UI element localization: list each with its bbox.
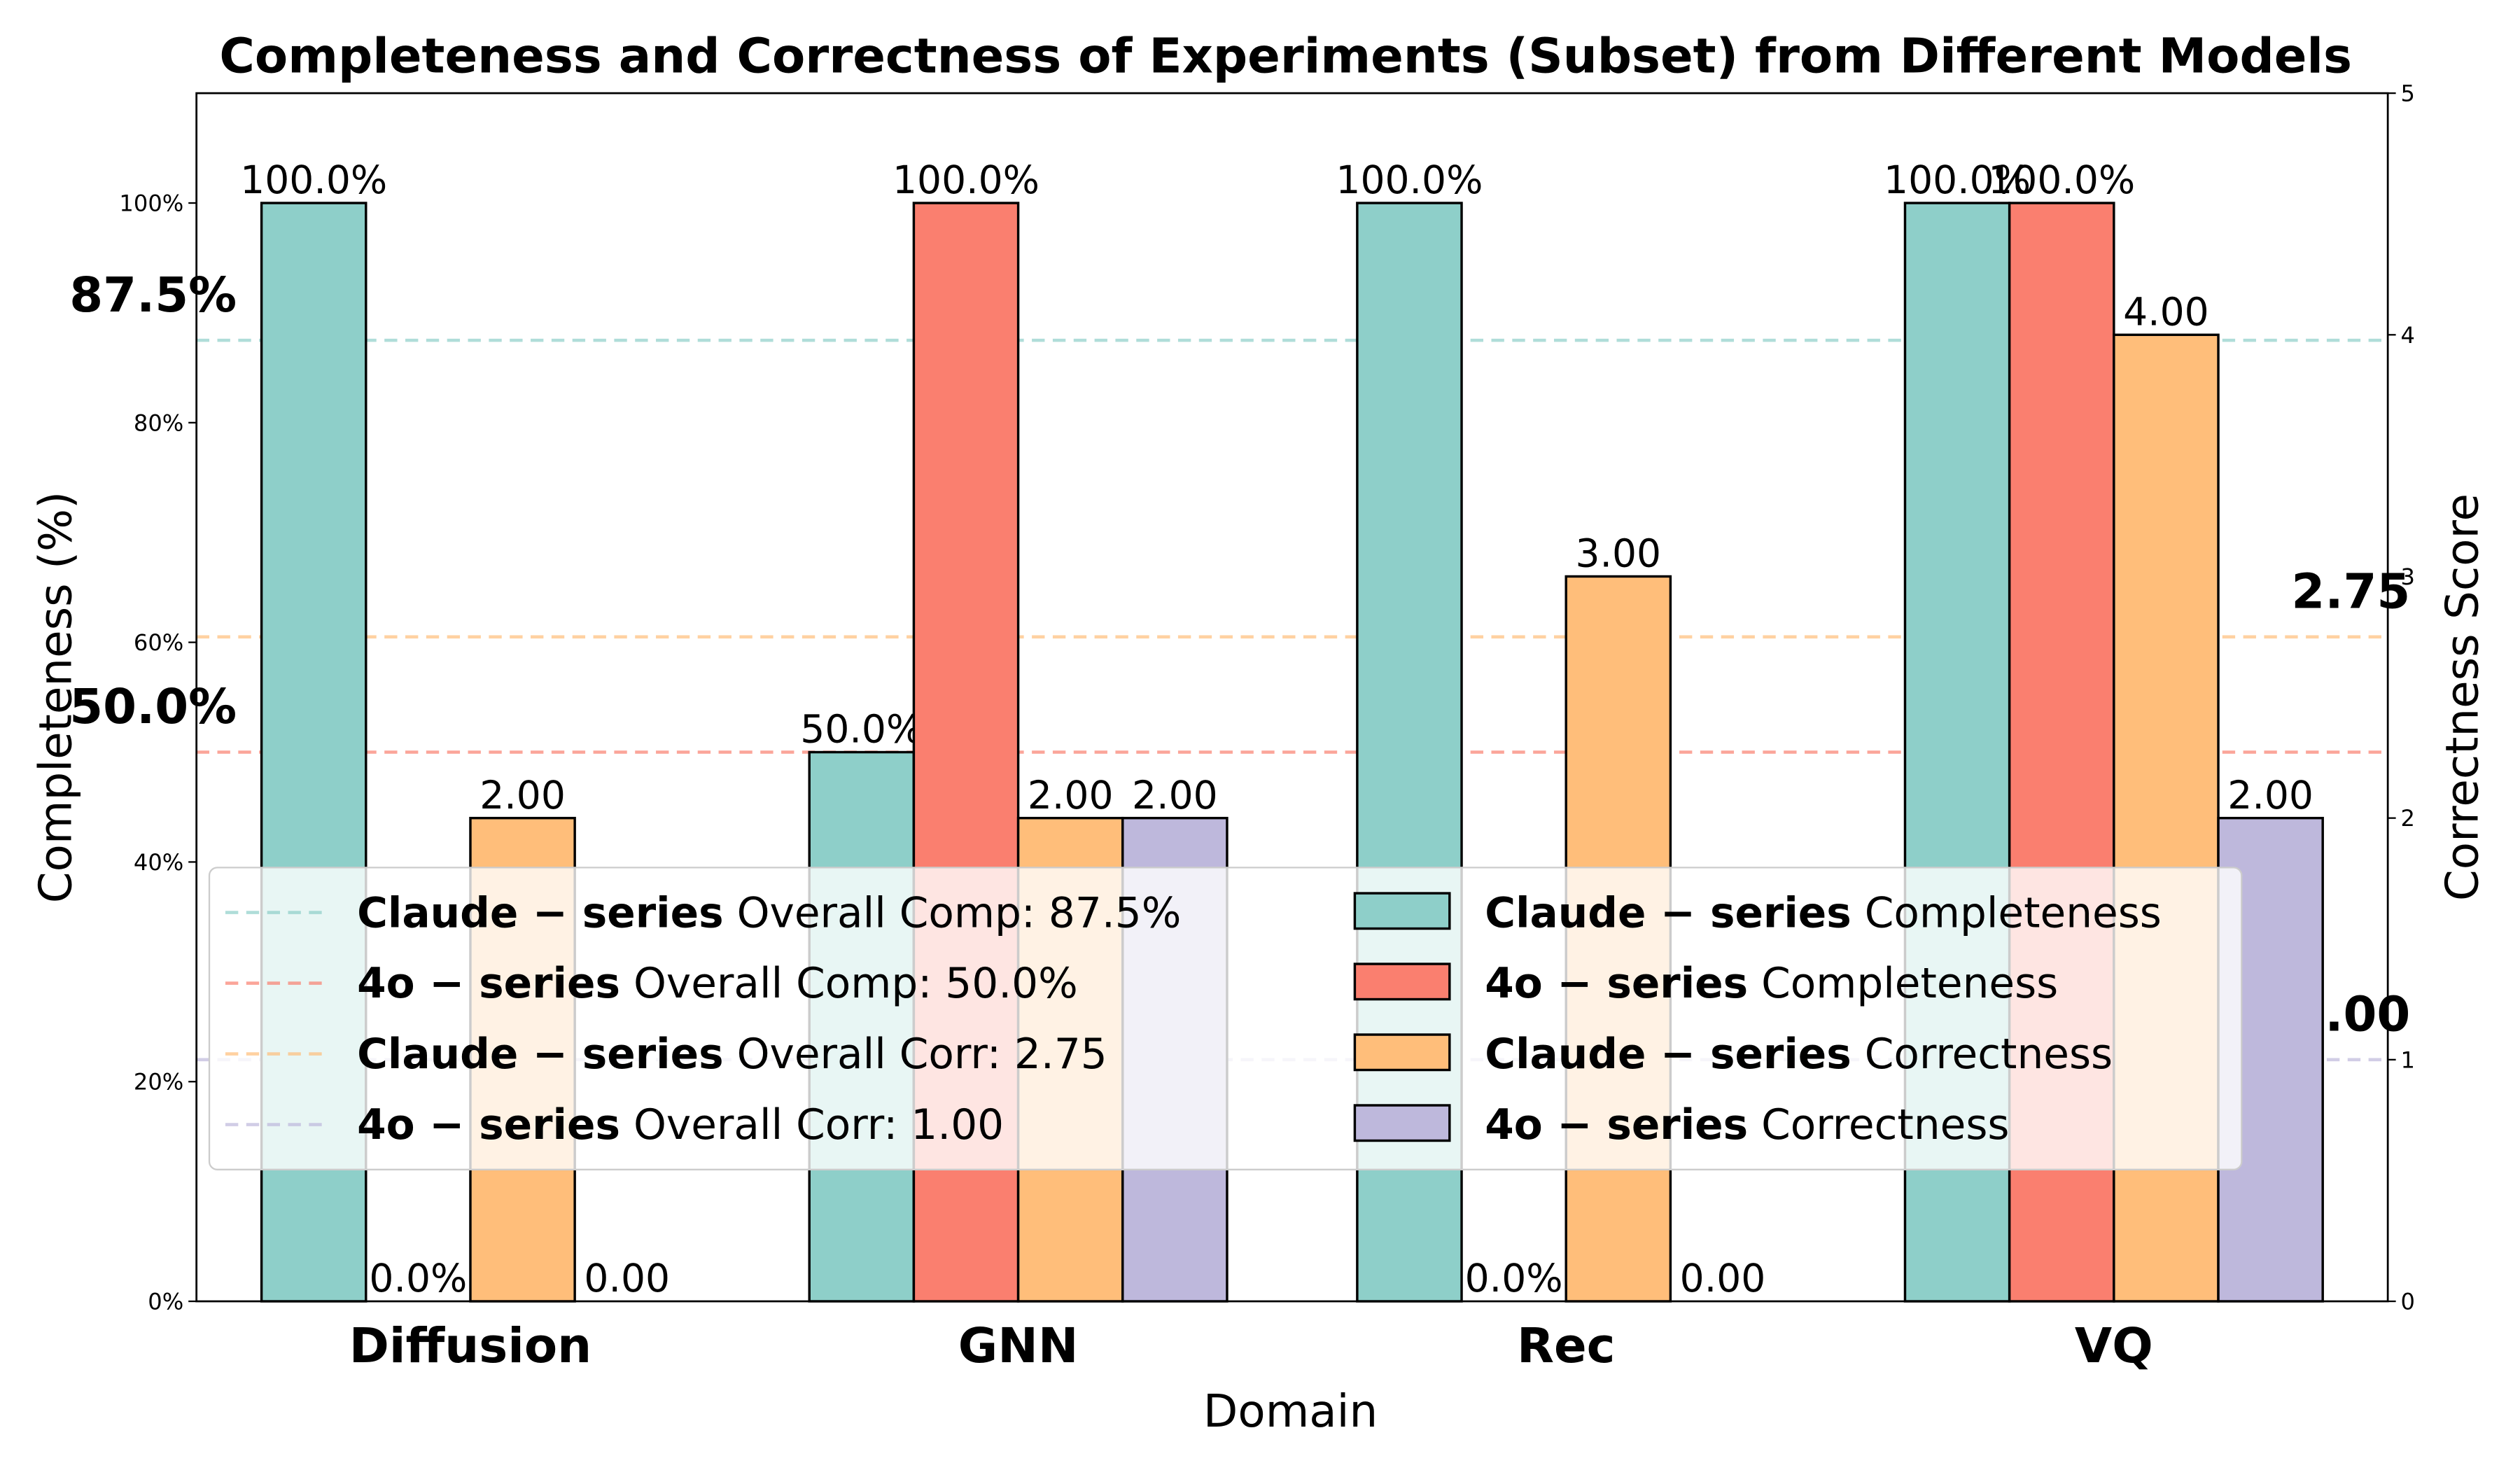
legend-group: Claude − series xyxy=(357,889,723,937)
legend-group: Claude − series xyxy=(1485,1030,1851,1079)
legend-box xyxy=(208,867,2243,1170)
y-tick-label: 40% xyxy=(134,849,183,876)
x-tick-label: GNN xyxy=(958,1318,1079,1374)
value-label: 100.0% xyxy=(240,158,387,202)
y-tick-label: 60% xyxy=(134,629,183,656)
legend-name: Overall Comp: 87.5% xyxy=(724,889,1182,937)
value-label: 2.00 xyxy=(1028,773,1114,818)
value-label: 0.0% xyxy=(369,1256,467,1301)
y2-axis-label: Correctness Score xyxy=(2437,493,2489,901)
y-tick-label: 20% xyxy=(134,1069,183,1096)
legend-name: Overall Comp: 50.0% xyxy=(620,960,1078,1008)
legend-patch xyxy=(1353,1033,1451,1072)
value-label: 4.00 xyxy=(2123,290,2209,335)
value-label: 2.00 xyxy=(2227,773,2314,818)
legend-label: Claude − series Overall Corr: 2.75 xyxy=(357,1030,1107,1079)
legend-label: 4o − series Overall Corr: 1.00 xyxy=(357,1101,1004,1149)
x-tick-label: VQ xyxy=(2075,1318,2153,1374)
value-label: 100.0% xyxy=(1336,158,1483,202)
legend-group: Claude − series xyxy=(357,1030,723,1079)
value-label: 100.0% xyxy=(1988,158,2135,202)
legend-name: Completeness xyxy=(1748,960,2058,1008)
value-label: 0.0% xyxy=(1465,1256,1563,1301)
legend-group: Claude − series xyxy=(1485,889,1851,937)
legend-group: 4o − series xyxy=(357,1101,620,1149)
legend: Claude − series Overall Comp: 87.5% 4o − … xyxy=(208,867,2243,1170)
y2-tick-label: 0 xyxy=(2401,1288,2415,1315)
legend-label: 4o − series Completeness xyxy=(1485,960,2058,1008)
legend-name: Overall Corr: 1.00 xyxy=(620,1101,1004,1149)
chart-title: Completeness and Correctness of Experime… xyxy=(219,28,2352,84)
y2-tick-label: 1 xyxy=(2401,1046,2415,1073)
legend-patch xyxy=(1353,892,1451,930)
value-label: 100.0% xyxy=(1884,158,2031,202)
legend-group: 4o − series xyxy=(1485,1101,1748,1149)
legend-label: Claude − series Completeness xyxy=(1485,889,2162,937)
y2-tick-label: 2 xyxy=(2401,805,2415,832)
legend-label: 4o − series Correctness xyxy=(1485,1101,2009,1149)
y2-tick-label: 5 xyxy=(2401,80,2415,107)
value-label: 3.00 xyxy=(1575,531,1661,576)
reference-label: 2.75 xyxy=(2291,564,2410,620)
legend-patch xyxy=(1353,1104,1451,1142)
x-tick-label: Rec xyxy=(1517,1318,1616,1374)
y-tick-label: 80% xyxy=(134,410,183,436)
y2-tick-label: 3 xyxy=(2401,564,2415,590)
value-label: 0.00 xyxy=(1680,1256,1766,1301)
legend-name: Overall Corr: 2.75 xyxy=(724,1030,1107,1079)
reference-label: 87.5% xyxy=(69,267,237,323)
x-tick-label: Diffusion xyxy=(349,1318,592,1374)
value-label: 2.00 xyxy=(479,773,566,818)
legend-patch xyxy=(1353,962,1451,1001)
y-tick-label: 0% xyxy=(148,1288,183,1315)
legend-name: Correctness xyxy=(1851,1030,2113,1079)
y-axis-label: Completeness (%) xyxy=(30,491,83,903)
plot-frame xyxy=(195,92,2389,1303)
legend-name: Completeness xyxy=(1851,889,2162,937)
legend-group: 4o − series xyxy=(357,960,620,1008)
value-label: 100.0% xyxy=(892,158,1040,202)
legend-group: 4o − series xyxy=(1485,960,1748,1008)
y2-tick-label: 4 xyxy=(2401,322,2415,349)
value-label: 50.0% xyxy=(800,707,923,752)
value-label: 0.00 xyxy=(584,1256,670,1301)
reference-label: 50.0% xyxy=(69,679,237,735)
legend-label: Claude − series Overall Comp: 87.5% xyxy=(357,889,1181,937)
value-label: 2.00 xyxy=(1132,773,1218,818)
legend-label: Claude − series Correctness xyxy=(1485,1030,2113,1079)
legend-name: Correctness xyxy=(1748,1101,2009,1149)
x-axis-label: Domain xyxy=(1203,1385,1378,1438)
y-tick-label: 100% xyxy=(119,190,183,216)
legend-label: 4o − series Overall Comp: 50.0% xyxy=(357,960,1078,1008)
